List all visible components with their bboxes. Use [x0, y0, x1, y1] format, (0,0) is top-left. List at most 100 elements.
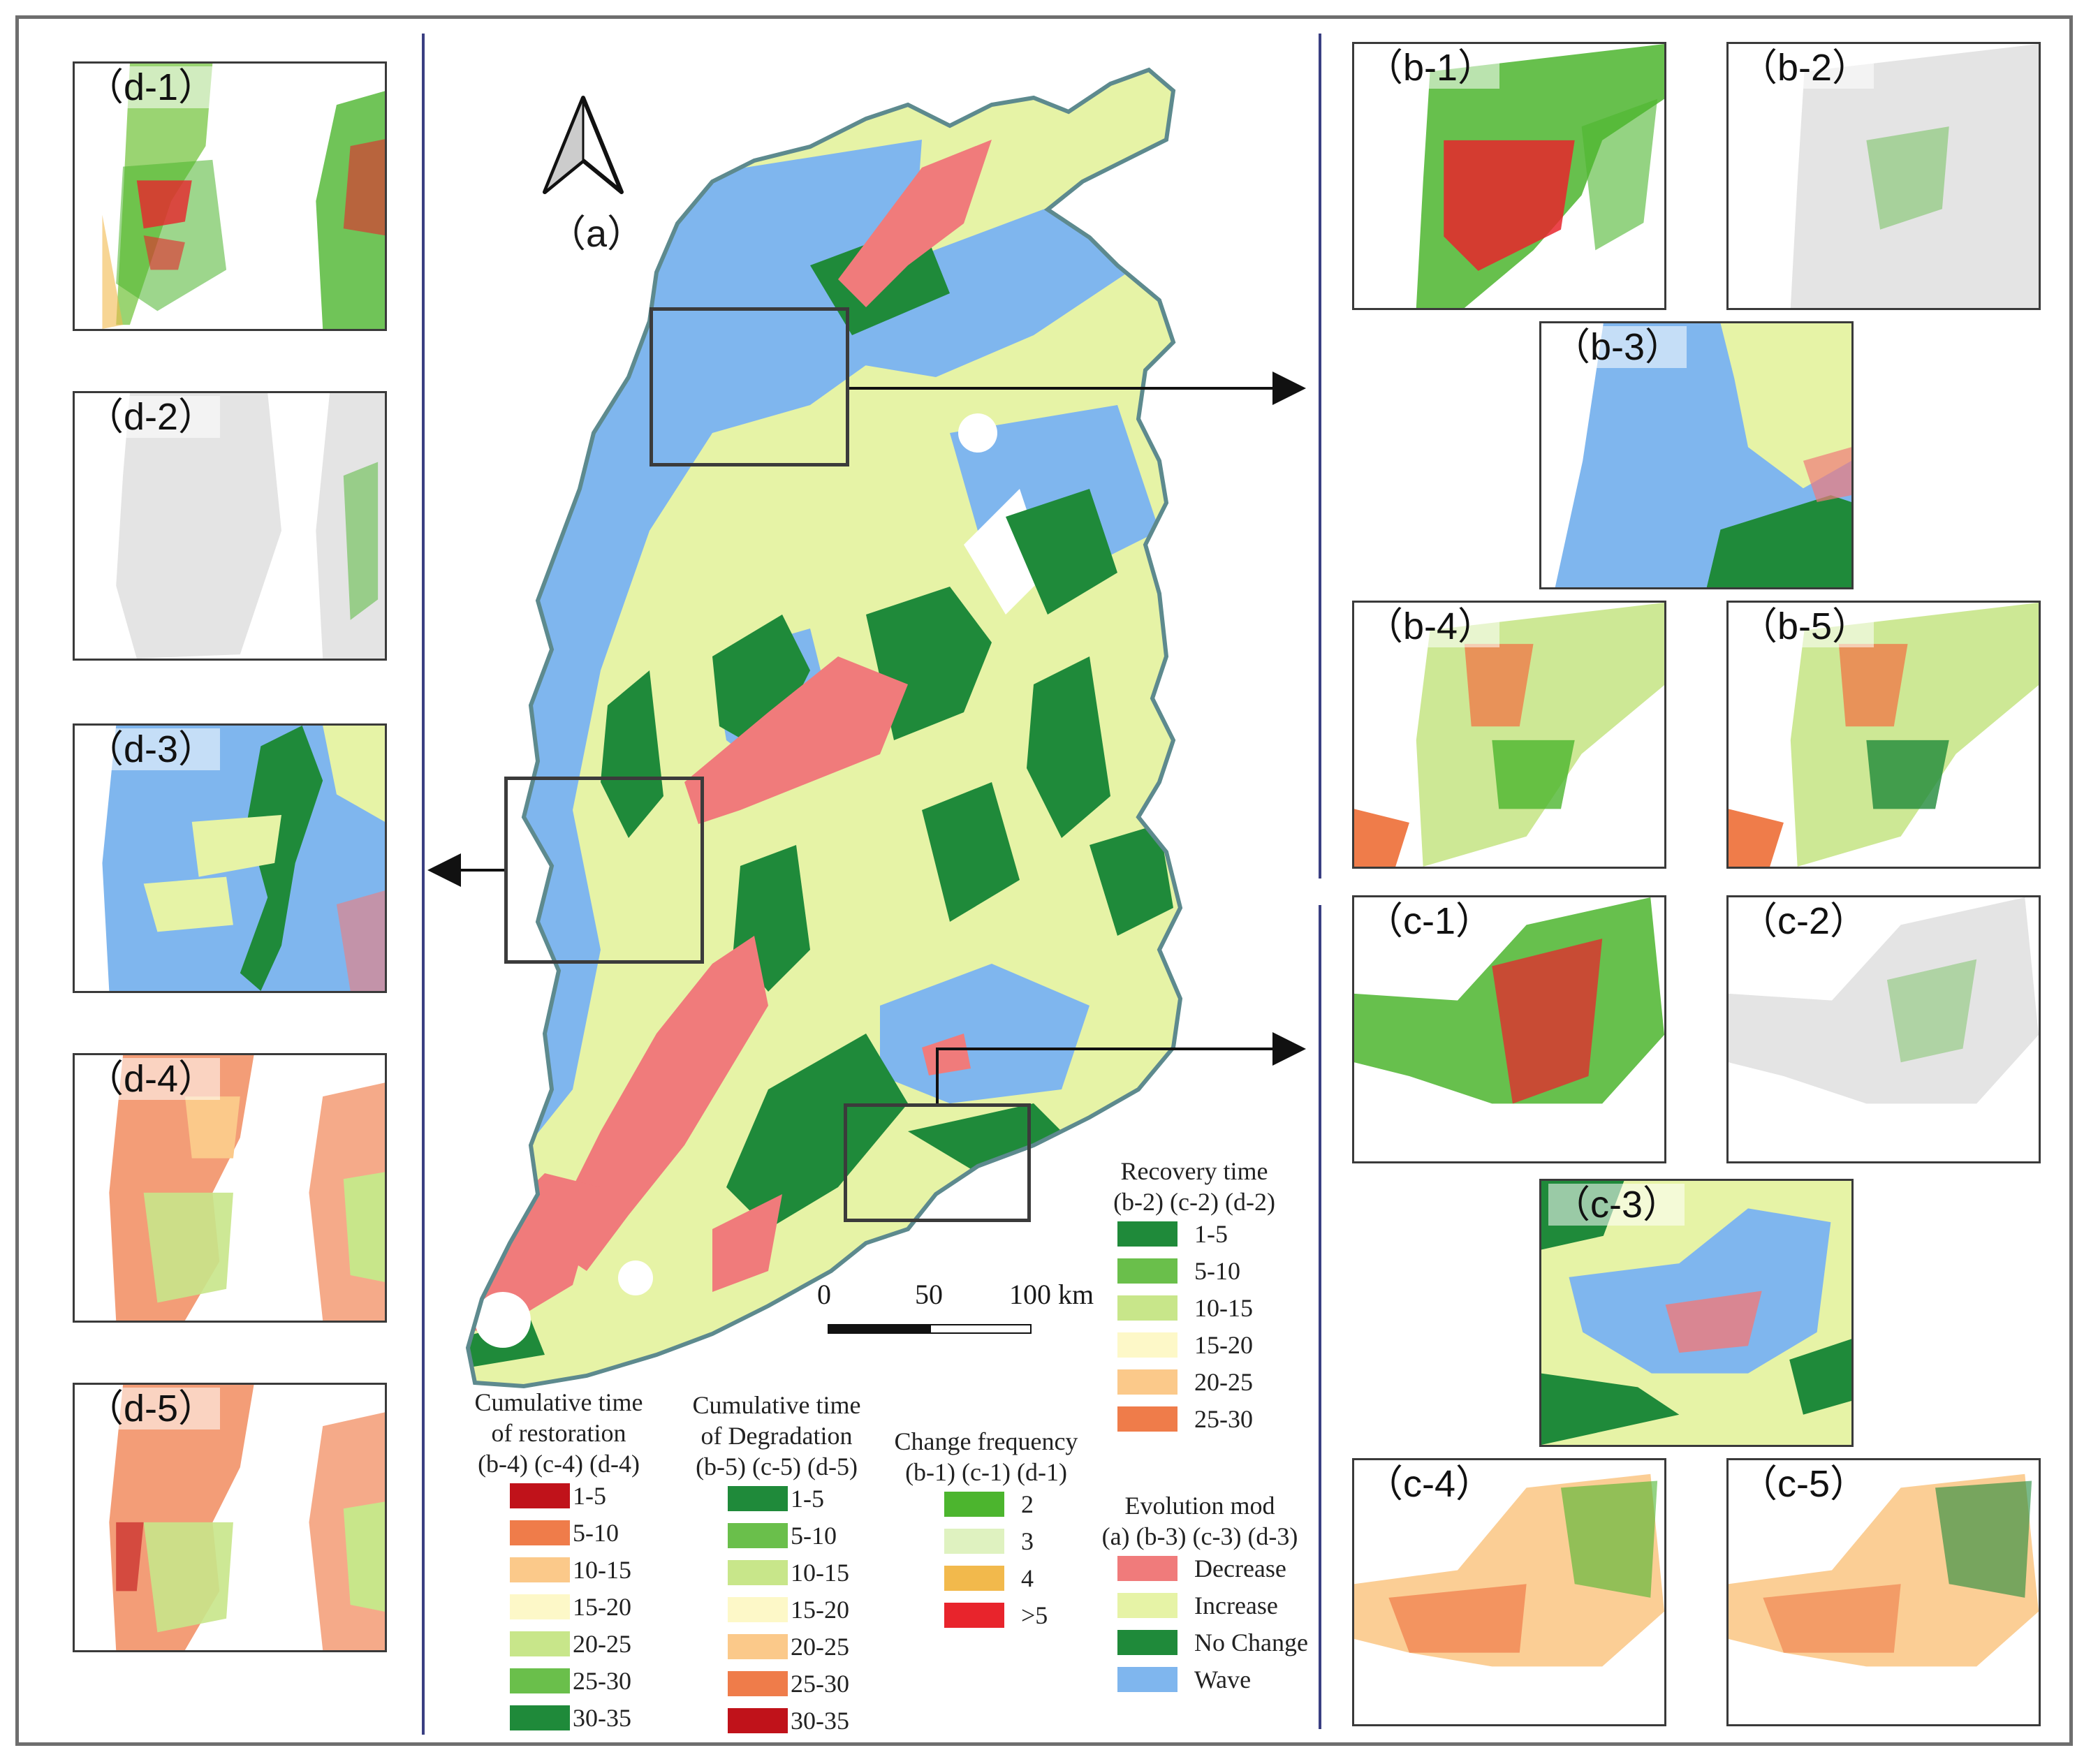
legend-recovery-label: 20-25: [1194, 1368, 1253, 1396]
legend-degradation: Cumulative time of Degradation (b-5) (c-…: [672, 1390, 881, 1741]
legend-degradation-swatch: [728, 1597, 788, 1622]
divider-left: [422, 34, 425, 1735]
legend-frequency-swatch: [944, 1566, 1004, 1591]
scale-bar-black: [828, 1324, 930, 1334]
panel-c4: （c-4）: [1352, 1458, 1666, 1726]
divider-right-top: [1319, 34, 1321, 879]
legend-restoration-item: 15-20: [454, 1590, 663, 1627]
panel-b1: （b-1）: [1352, 42, 1666, 310]
legend-restoration-item: 10-15: [454, 1553, 663, 1590]
legend-frequency-label: 3: [1021, 1527, 1034, 1555]
legend-frequency-swatch: [944, 1603, 1004, 1628]
north-arrow-icon: [543, 96, 624, 194]
legend-recovery-swatch: [1117, 1332, 1177, 1358]
legend-restoration-swatch: [510, 1705, 570, 1730]
panel-d5-label: （d-5）: [82, 1388, 221, 1429]
legend-frequency-label: 4: [1021, 1564, 1034, 1592]
panel-d3-label: （d-3）: [82, 728, 221, 770]
legend-frequency-title: Change frequency (b-1) (c-1) (d-1): [894, 1427, 1078, 1486]
legend-restoration-swatch: [510, 1594, 570, 1619]
legend-degradation-item: 5-10: [672, 1519, 881, 1556]
legend-degradation-label: 10-15: [791, 1559, 849, 1587]
legend-evolution-label: Wave: [1194, 1666, 1252, 1693]
legend-restoration-item: 5-10: [454, 1516, 663, 1553]
legend-evolution-label: Increase: [1194, 1592, 1278, 1619]
legend-evolution-item: Decrease: [1081, 1552, 1319, 1589]
scale-tick-50: 50: [915, 1279, 943, 1310]
legend-recovery-title: Recovery time (b-2) (c-2) (d-2): [1113, 1157, 1275, 1216]
legend-frequency-item: 4: [881, 1561, 1091, 1598]
legend-evolution: Evolution mod (a) (b-3) (c-3) (d-3) Decr…: [1081, 1490, 1319, 1700]
panel-c3: （c-3）: [1539, 1179, 1854, 1447]
panel-b3-label: （b-3）: [1548, 326, 1687, 368]
legend-restoration-item: 25-30: [454, 1664, 663, 1701]
legend-evolution-item: No Change: [1081, 1626, 1319, 1663]
legend-frequency-swatch: [944, 1529, 1004, 1554]
main-map: [419, 42, 1467, 1411]
legend-degradation-swatch: [728, 1486, 788, 1511]
panel-d3: （d-3）: [73, 723, 387, 993]
zoom-box-b: [650, 307, 849, 466]
panel-b5-label: （b-5）: [1736, 605, 1874, 647]
legend-frequency-item: >5: [881, 1598, 1091, 1636]
legend-degradation-swatch: [728, 1671, 788, 1696]
scale-bar-white: [930, 1324, 1032, 1334]
legend-evolution-label: No Change: [1194, 1629, 1308, 1656]
legend-restoration-swatch: [510, 1557, 570, 1582]
main-map-label: （a）: [548, 213, 645, 255]
legend-recovery-item: 20-25: [1089, 1365, 1299, 1402]
legend-restoration-item: 1-5: [454, 1479, 663, 1516]
panel-c5-label: （c-5）: [1736, 1463, 1872, 1505]
panel-c2: （c-2）: [1726, 895, 2041, 1163]
legend-degradation-swatch: [728, 1634, 788, 1659]
panel-d5: （d-5）: [73, 1383, 387, 1652]
legend-evolution-item: Wave: [1081, 1663, 1319, 1700]
zoom-box-d: [504, 777, 704, 964]
legend-restoration: Cumulative time of restoration (b-4) (c-…: [454, 1387, 663, 1738]
legend-frequency-item: 3: [881, 1524, 1091, 1561]
legend-degradation-item: 1-5: [672, 1482, 881, 1519]
legend-evolution-swatch: [1117, 1593, 1177, 1618]
legend-recovery-label: 10-15: [1194, 1294, 1253, 1322]
legend-degradation-item: 30-35: [672, 1704, 881, 1741]
panel-c2-label: （c-2）: [1736, 900, 1872, 942]
legend-frequency-rows: 2 3 4 >5: [881, 1487, 1091, 1636]
legend-recovery-label: 25-30: [1194, 1405, 1253, 1433]
legend-restoration-label: 1-5: [573, 1482, 606, 1510]
legend-frequency-label: 2: [1021, 1490, 1034, 1518]
panel-b2-label: （b-2）: [1736, 47, 1874, 89]
scale-tick-0: 0: [817, 1279, 831, 1310]
legend-degradation-title: Cumulative time of Degradation (b-5) (c-…: [692, 1391, 861, 1480]
panel-d4: （d-4）: [73, 1053, 387, 1323]
legend-recovery-swatch: [1117, 1258, 1177, 1284]
legend-recovery-swatch: [1117, 1406, 1177, 1432]
panel-b1-label: （b-1）: [1361, 47, 1500, 89]
panel-c3-label: （c-3）: [1548, 1184, 1685, 1226]
legend-recovery-item: 5-10: [1089, 1254, 1299, 1291]
legend-degradation-label: 20-25: [791, 1633, 849, 1661]
legend-restoration-swatch: [510, 1668, 570, 1693]
legend-degradation-item: 15-20: [672, 1593, 881, 1630]
legend-evolution-item: Increase: [1081, 1589, 1319, 1626]
legend-degradation-item: 10-15: [672, 1556, 881, 1593]
legend-recovery: Recovery time (b-2) (c-2) (d-2) 1-5 5-10 1…: [1089, 1156, 1299, 1439]
zoom-box-c: [844, 1103, 1031, 1222]
panel-d4-label: （d-4）: [82, 1058, 221, 1100]
panel-b5: （b-5）: [1726, 601, 2041, 869]
legend-degradation-swatch: [728, 1523, 788, 1548]
legend-degradation-swatch: [728, 1560, 788, 1585]
legend-degradation-rows: 1-5 5-10 10-15 15-20 20-25 25-30 30-35: [672, 1482, 881, 1741]
legend-frequency-swatch: [944, 1492, 1004, 1517]
legend-restoration-label: 20-25: [573, 1630, 631, 1658]
panel-b4: （b-4）: [1352, 601, 1666, 869]
legend-evolution-label: Decrease: [1194, 1554, 1286, 1582]
legend-degradation-label: 5-10: [791, 1522, 837, 1550]
legend-restoration-item: 30-35: [454, 1701, 663, 1738]
legend-degradation-item: 20-25: [672, 1630, 881, 1667]
panel-b4-label: （b-4）: [1361, 605, 1500, 647]
panel-c1: （c-1）: [1352, 895, 1666, 1163]
scale-bar: 0 50 100 km: [810, 1278, 1131, 1355]
panel-d1: （d-1）: [73, 61, 387, 331]
panel-c5: （c-5）: [1726, 1458, 2041, 1726]
legend-recovery-item: 1-5: [1089, 1217, 1299, 1254]
